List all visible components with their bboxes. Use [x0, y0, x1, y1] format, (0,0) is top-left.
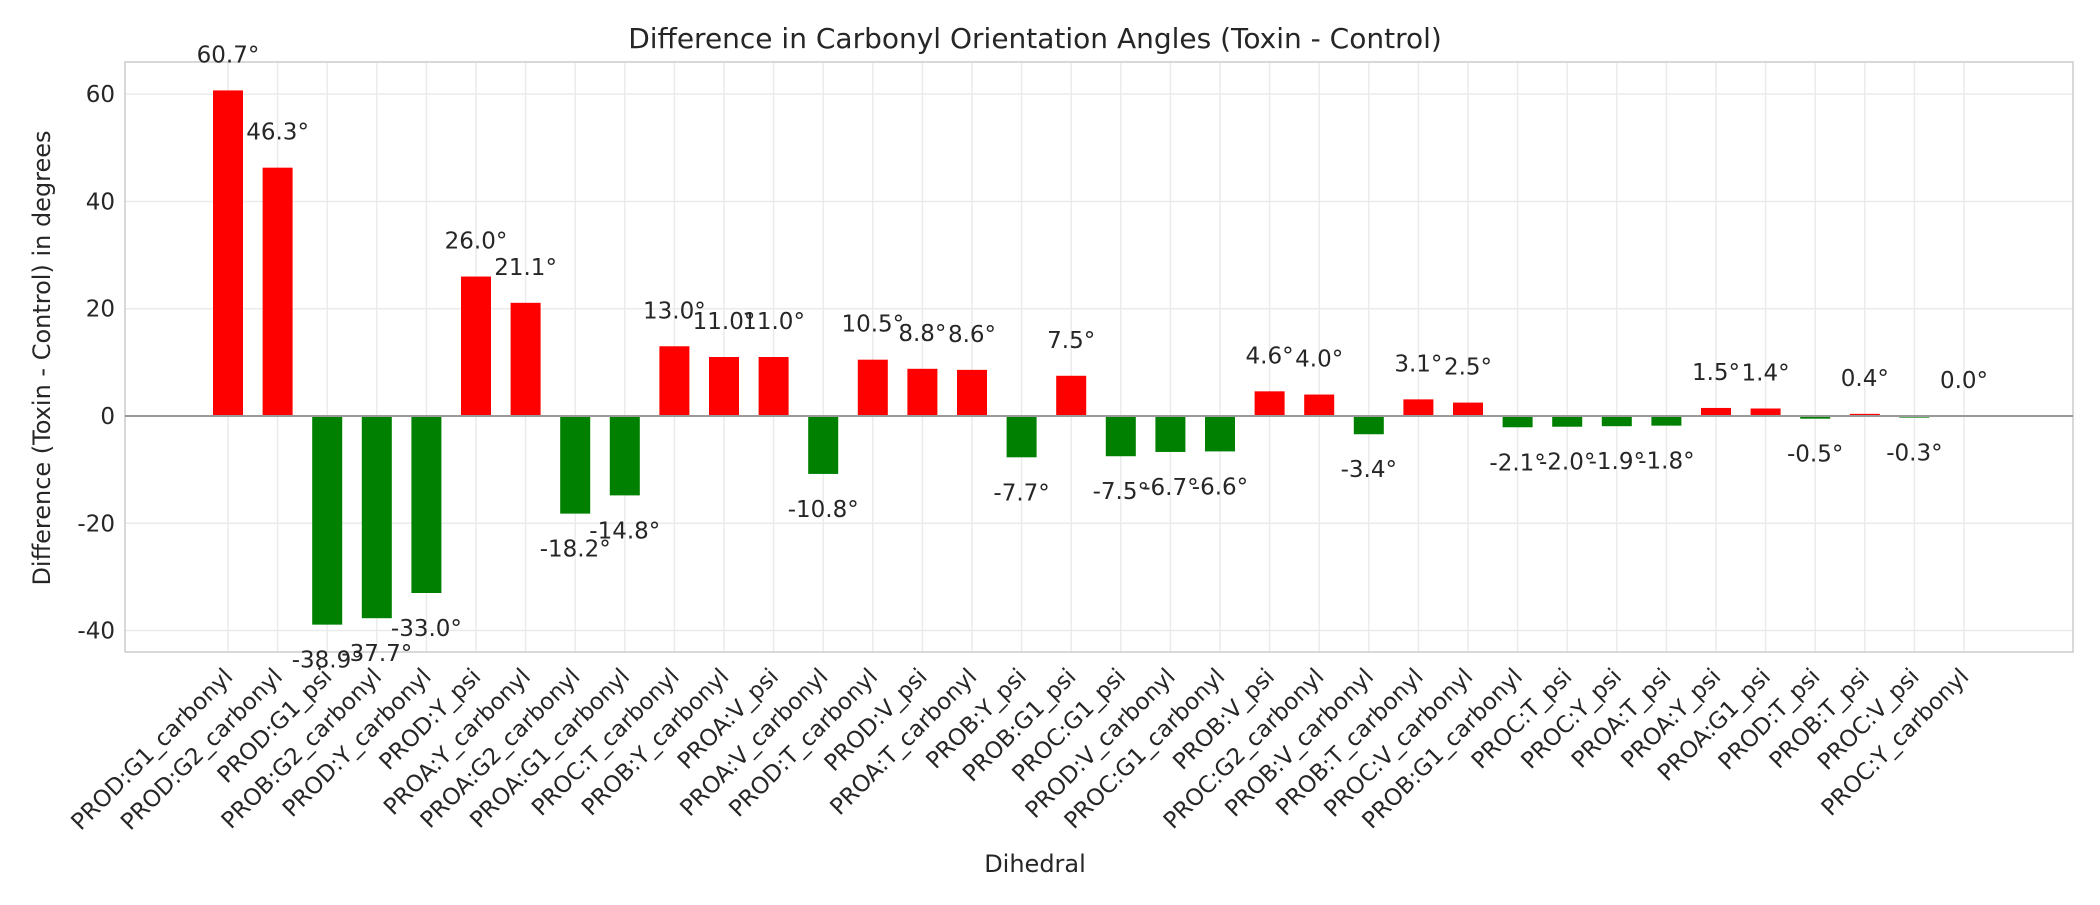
- bar: [262, 167, 293, 416]
- bar-value-label: -14.8°: [589, 518, 660, 544]
- bar-value-label: 13.0°: [643, 298, 706, 324]
- chart-title: Difference in Carbonyl Orientation Angle…: [628, 22, 1442, 55]
- bar-value-label: -0.5°: [1787, 442, 1843, 468]
- bar-value-label: -10.8°: [788, 497, 859, 523]
- bar: [1552, 416, 1583, 427]
- bar: [957, 369, 987, 416]
- y-axis-label: Difference (Toxin - Control) in degrees: [28, 130, 56, 585]
- bar: [312, 416, 343, 625]
- bar-value-label: -3.4°: [1341, 457, 1397, 483]
- bar-value-label: 1.4°: [1742, 360, 1790, 386]
- bar-value-label: 1.5°: [1692, 360, 1740, 386]
- bar: [1701, 407, 1731, 416]
- bar-value-label: -7.7°: [993, 480, 1049, 506]
- bar: [1155, 416, 1186, 452]
- bar: [609, 416, 640, 496]
- bar-value-label: -6.6°: [1192, 474, 1248, 500]
- y-axis-ticks: -40 -20 0 20 40 60: [77, 82, 115, 644]
- bar-value-label: -18.2°: [540, 537, 611, 563]
- bar: [1651, 416, 1682, 426]
- y-tick-label: -40: [77, 619, 115, 645]
- bar: [709, 357, 739, 416]
- bar-value-label: -1.9°: [1589, 449, 1645, 475]
- bar: [461, 276, 491, 416]
- bar-value-label: 26.0°: [445, 229, 508, 255]
- bar: [1105, 416, 1136, 457]
- bar-value-label: -2.0°: [1539, 450, 1595, 476]
- bar-value-label: -7.5°: [1093, 479, 1149, 505]
- bar: [510, 302, 541, 416]
- bar-value-label: 4.6°: [1246, 343, 1294, 369]
- bar-value-label: 11.0°: [693, 309, 756, 335]
- bar-value-label: -1.8°: [1638, 449, 1694, 475]
- bar: [1006, 416, 1037, 458]
- bar-value-label: -2.1°: [1489, 450, 1545, 476]
- y-tick-label: 40: [86, 189, 115, 215]
- y-tick-label: 20: [86, 297, 115, 323]
- bar-value-label: 11.0°: [742, 309, 805, 335]
- bar-value-label: 60.7°: [197, 42, 260, 68]
- bar: [1502, 416, 1533, 428]
- bar-value-label: 7.5°: [1047, 328, 1095, 354]
- bar: [1403, 399, 1434, 416]
- bar-value-label: 10.5°: [841, 312, 904, 338]
- bar-value-label: 21.1°: [494, 255, 557, 281]
- bar-value-label: 46.3°: [246, 120, 309, 146]
- plot-frame: [124, 61, 2074, 653]
- bar: [361, 416, 392, 619]
- bar-value-label: 4.0°: [1295, 347, 1343, 373]
- y-tick-label: 0: [100, 404, 115, 430]
- bar: [1453, 402, 1483, 416]
- bar: [1304, 394, 1335, 416]
- bar: [1750, 408, 1781, 416]
- bar-value-label: 8.8°: [898, 321, 946, 347]
- bar: [659, 346, 690, 416]
- bar-value-label: 2.5°: [1444, 355, 1492, 381]
- x-axis-label: Dihedral: [984, 850, 1086, 878]
- bar-value-label: -33.0°: [391, 616, 462, 642]
- bar: [1800, 416, 1831, 419]
- bar-value-label: 3.1°: [1394, 351, 1442, 377]
- bar: [411, 416, 442, 593]
- bars-layer: [213, 90, 1930, 625]
- value-labels-layer: 60.7° 46.3° -38.9°-37.7°-33.0° 26.0°21.1° -1…: [197, 42, 1988, 673]
- bar: [1205, 416, 1235, 452]
- bar-value-label: -37.7°: [341, 641, 412, 667]
- bar: [1353, 416, 1384, 435]
- bar: [907, 368, 938, 416]
- bar: [1849, 413, 1880, 416]
- bar: [213, 90, 243, 416]
- bar: [1056, 375, 1087, 416]
- bar-value-label: -6.7°: [1142, 475, 1198, 501]
- bar-value-label: 0.4°: [1841, 366, 1889, 392]
- bar: [758, 357, 789, 416]
- y-tick-label: 60: [86, 82, 115, 108]
- bar: [808, 416, 839, 474]
- bar: [1254, 391, 1285, 416]
- bar: [1601, 416, 1632, 427]
- bar-value-label: 8.6°: [948, 322, 996, 348]
- bar-value-label: -38.9°: [292, 648, 363, 674]
- bar: [560, 416, 591, 514]
- bar-value-label: -0.3°: [1886, 441, 1942, 467]
- y-tick-label: -20: [77, 511, 115, 537]
- bar: [857, 359, 888, 416]
- bar-value-label: 0.0°: [1940, 368, 1988, 394]
